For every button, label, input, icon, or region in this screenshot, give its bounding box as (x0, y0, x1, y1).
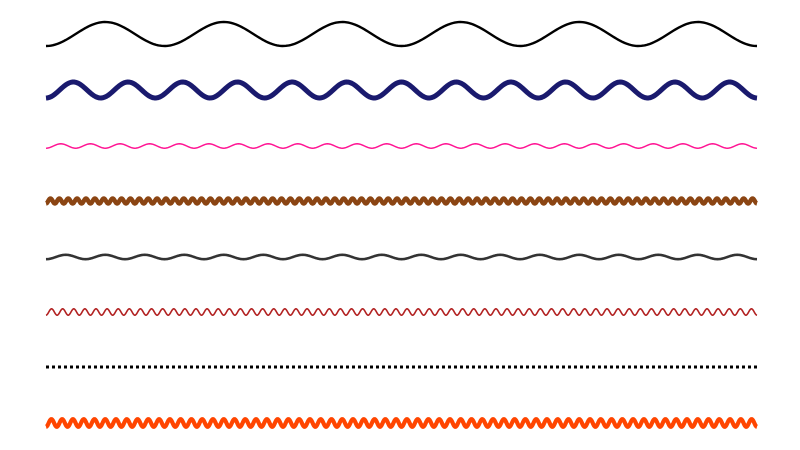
wave-line-8 (44, 417, 759, 429)
wave-line-6 (45, 308, 758, 316)
wave-line-2 (45, 79, 758, 101)
wave-line-3 (45, 143, 758, 149)
wave-line-1 (45, 20, 758, 48)
wave-line-5 (45, 253, 758, 261)
wave-line-4 (44, 196, 759, 206)
